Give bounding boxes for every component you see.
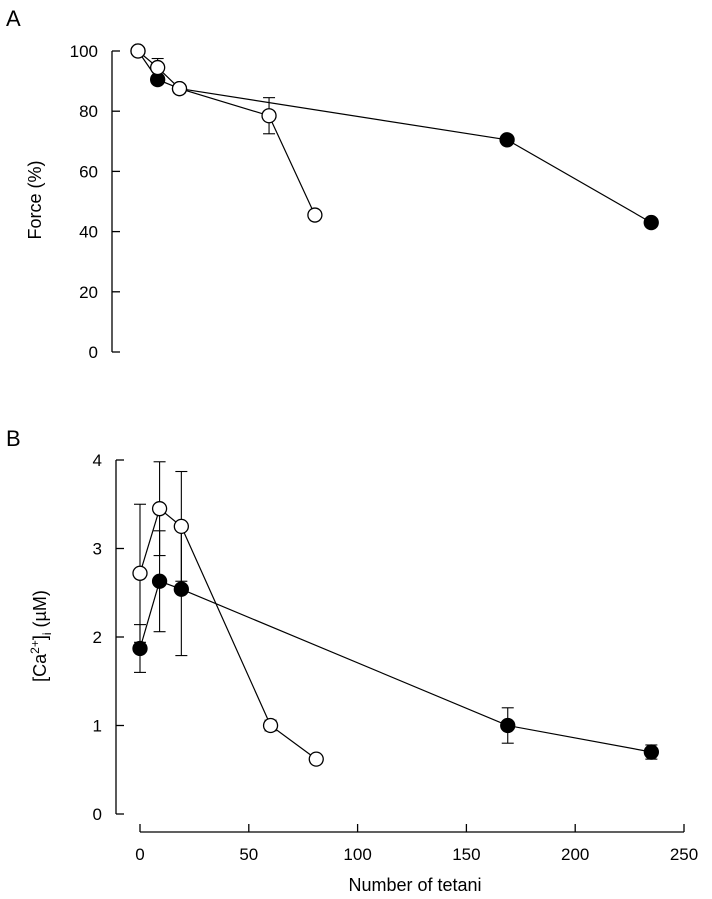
panel-a-label: A [6,6,21,31]
open-circle-point [150,59,166,76]
filled-circle-point [643,214,659,231]
filled-circle-point [151,573,168,589]
x-tick-label: 250 [670,845,698,864]
open-circle-point [171,80,188,97]
y-tick-label: 0 [93,805,102,824]
filled-circle-point [499,132,515,148]
x-tick-label: 100 [343,845,371,864]
series-line-1 [137,50,652,224]
series-line-2 [137,50,316,216]
panel-b: B 0 1 2 3 4 0 50 100 150 200 250 [Ca2+]i (µM) Numb… [6,426,698,895]
open-circle-point [130,43,146,59]
y-tick-label: 20 [79,283,98,302]
open-circle-point [307,207,323,223]
panel-a: A 0 20 40 60 80 100 Force (%) [6,6,659,362]
y-tick-label: 80 [79,102,98,121]
y-tick-label: 60 [79,162,98,181]
open-circle-point [261,108,277,124]
filled-circle-point [132,640,148,657]
panel-a-y-axis-title: Force (%) [25,160,45,239]
y-tick-label: 0 [89,343,98,362]
panel-b-y-axis-title: [Ca2+]i (µM) [28,590,54,682]
y-tick-label: 4 [93,451,102,470]
x-axis-title: Number of tetani [348,875,481,895]
filled-circle-point [643,744,660,760]
y-tick-label: 1 [93,717,102,736]
panel-b-label: B [6,426,21,451]
x-tick-label: 150 [452,845,480,864]
y-tick-label: 3 [93,540,102,559]
open-circle-point [132,565,148,581]
x-tick-label: 50 [239,845,258,864]
panel-b-marks [132,461,660,767]
x-tick-label: 200 [561,845,589,864]
panel-a-axes: 0 20 40 60 80 100 [70,42,120,362]
y-tick-label: 2 [93,628,102,647]
open-circle-point [262,717,279,734]
y-tick-label: 40 [79,223,98,242]
y-tick-label: 100 [70,42,98,61]
panel-b-axes: 0 1 2 3 4 0 50 100 150 200 250 [93,451,699,864]
filled-circle-point [500,717,516,734]
series-line-1 [139,580,652,753]
open-circle-point [308,751,324,767]
filled-circle-point [173,581,189,597]
x-tick-label: 0 [135,845,144,864]
open-circle-point [151,501,168,517]
open-circle-point [173,518,189,535]
panel-a-marks [130,43,659,231]
